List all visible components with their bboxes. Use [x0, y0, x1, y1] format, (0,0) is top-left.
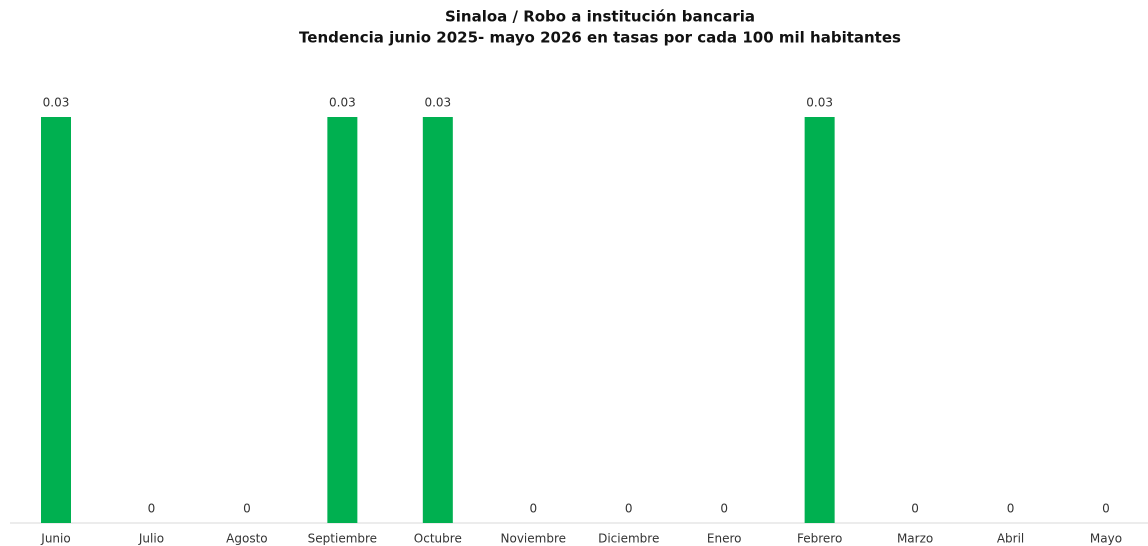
- x-tick-label: Febrero: [797, 532, 842, 546]
- x-tick-label: Agosto: [226, 532, 267, 546]
- x-tick-label: Enero: [707, 532, 742, 546]
- bar: [327, 117, 358, 523]
- chart-subtitle: Tendencia junio 2025- mayo 2026 en tasas…: [299, 29, 901, 47]
- x-tick-label: Noviembre: [501, 532, 567, 546]
- data-label: 0: [148, 502, 156, 516]
- bar: [41, 117, 71, 523]
- x-tick-label: Julio: [138, 532, 164, 546]
- bar: [804, 117, 835, 523]
- x-tick-label: Octubre: [414, 532, 462, 546]
- x-tick-label: Diciembre: [598, 532, 659, 546]
- bar: [422, 117, 453, 523]
- data-label: 0: [625, 502, 633, 516]
- x-tick-label: Septiembre: [308, 532, 377, 546]
- data-label: 0: [1007, 502, 1015, 516]
- data-label: 0.03: [424, 96, 451, 110]
- data-label: 0: [529, 502, 537, 516]
- chart-title: Sinaloa / Robo a institución bancaria: [445, 8, 755, 26]
- data-label: 0: [911, 502, 919, 516]
- x-tick-label: Mayo: [1090, 532, 1122, 546]
- x-tick-label: Marzo: [897, 532, 933, 546]
- data-label: 0: [1102, 502, 1110, 516]
- data-label: 0.03: [329, 96, 356, 110]
- x-tick-label: Junio: [40, 532, 70, 546]
- x-tick-label: Abril: [997, 532, 1024, 546]
- data-label: 0.03: [43, 96, 70, 110]
- data-label: 0.03: [806, 96, 833, 110]
- data-label: 0: [720, 502, 728, 516]
- data-label: 0: [243, 502, 251, 516]
